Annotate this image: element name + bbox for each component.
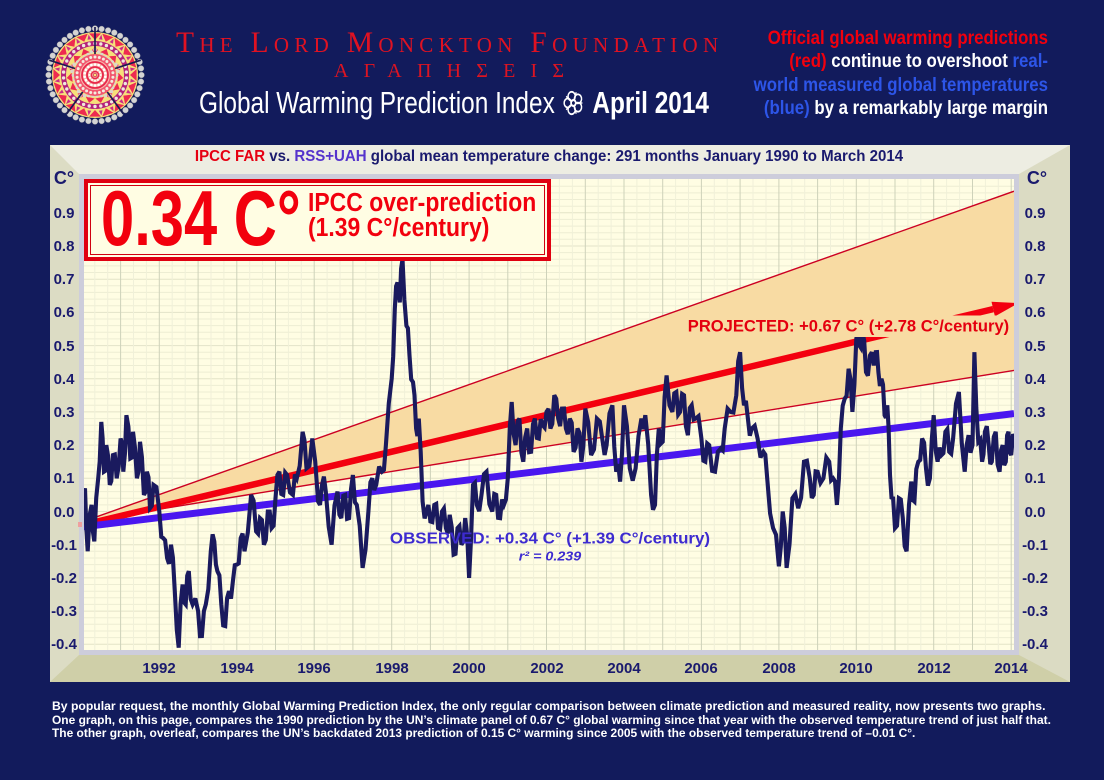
svg-text:OBSERVED: +0.34 C° (+1.39 C°/c: OBSERVED: +0.34 C° (+1.39 C°/century) bbox=[390, 530, 710, 547]
svg-text:r² = 0.239: r² = 0.239 bbox=[519, 549, 582, 563]
svg-text:PROJECTED: +0.67 C° (+2.78 C°/: PROJECTED: +0.67 C° (+2.78 C°/century) bbox=[688, 316, 1009, 335]
